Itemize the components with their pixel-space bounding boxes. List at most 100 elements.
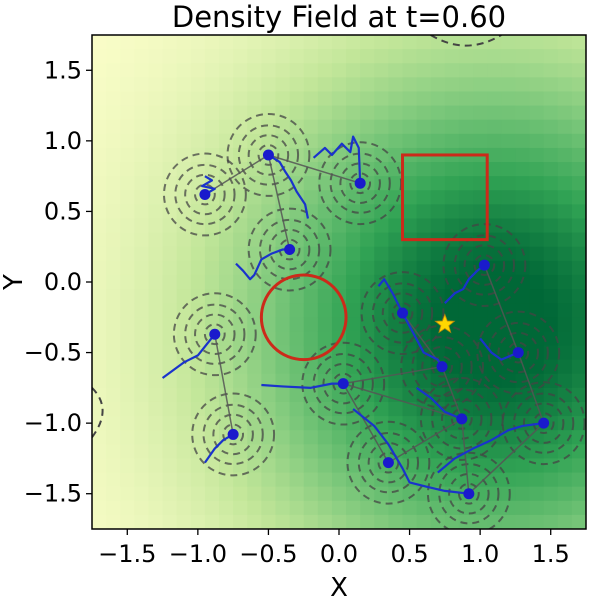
heatmap-cell [317, 260, 333, 276]
heatmap-cell [529, 472, 545, 488]
heatmap-cell [106, 416, 121, 431]
heatmap-cell [275, 373, 291, 389]
heatmap-cell [543, 105, 559, 121]
heatmap-cell [106, 486, 121, 502]
heatmap-cell [444, 105, 460, 121]
heatmap-cell [557, 133, 573, 149]
heatmap-cell [487, 162, 502, 177]
heatmap-cell [190, 49, 206, 64]
agent-link [214, 334, 234, 435]
heatmap-cell [416, 119, 432, 135]
heatmap-cell [176, 373, 192, 389]
heatmap-cell [571, 133, 586, 149]
heatmap-cell [204, 49, 220, 64]
heatmap-cell [331, 458, 347, 474]
heatmap-cell [261, 303, 277, 318]
heatmap-cell [120, 91, 135, 107]
heatmap-cell [162, 331, 178, 347]
heatmap-cell [430, 204, 446, 220]
contour-ring [441, 398, 483, 440]
heatmap-cell [233, 274, 248, 290]
heatmap-cell [543, 331, 559, 347]
heatmap-cell [289, 401, 305, 417]
heatmap-cell [557, 387, 573, 403]
heatmap-cell [275, 105, 291, 121]
heatmap-cell [430, 63, 446, 78]
heatmap-cell [176, 35, 192, 50]
heatmap-cell [134, 486, 150, 502]
agent-trail [415, 386, 463, 420]
heatmap-cell [190, 289, 206, 304]
heatmap-cell [444, 274, 460, 290]
heatmap-cell [190, 204, 206, 220]
square-obstacle [401, 153, 489, 242]
heatmap-cell [557, 147, 573, 163]
contour-ring [212, 413, 254, 456]
heatmap-cell [317, 218, 333, 234]
heatmap-cell [458, 35, 474, 50]
heatmap-cell [529, 204, 545, 220]
heatmap-cell [190, 373, 206, 389]
heatmap-cell [360, 486, 375, 502]
heatmap-cell [106, 444, 121, 460]
heatmap-cell [501, 246, 517, 262]
heatmap-cell [92, 77, 107, 93]
heatmap-cell [289, 472, 305, 488]
heatmap-cell [430, 77, 446, 93]
heatmap-cell [529, 331, 545, 347]
heatmap-cell [360, 444, 375, 460]
heatmap-cell [374, 303, 389, 318]
heatmap-cell [219, 91, 234, 107]
heatmap-cell [317, 63, 333, 78]
heatmap-cell [261, 500, 277, 516]
heatmap-cell [92, 162, 107, 177]
heatmap-cell [120, 387, 135, 403]
y-tick-label: 0.0 [44, 268, 82, 296]
heatmap-cell [331, 246, 347, 262]
heatmap-cell [247, 77, 262, 93]
heatmap-cell [247, 373, 262, 389]
heatmap-cell [162, 190, 178, 205]
heatmap-cell [331, 77, 347, 93]
heatmap-cell [374, 345, 389, 361]
agent-point [262, 149, 274, 161]
heatmap-cell [430, 49, 446, 64]
heatmap-cell [92, 119, 107, 135]
heatmap-cell [92, 49, 107, 64]
heatmap-cell [261, 430, 277, 445]
heatmap-cell [134, 514, 150, 529]
heatmap-cell [473, 49, 488, 64]
heatmap-cell [388, 472, 404, 488]
heatmap-cell [233, 416, 248, 431]
heatmap-cell [275, 35, 291, 50]
heatmap-cell [346, 303, 361, 318]
heatmap-cell [444, 303, 460, 318]
heatmap-cell [275, 401, 291, 417]
heatmap-cell [148, 49, 164, 64]
heatmap-cell [557, 77, 573, 93]
heatmap-cell [303, 91, 319, 107]
heatmap-cell [148, 190, 164, 205]
heatmap-cell [444, 500, 460, 516]
heatmap-cell [430, 500, 446, 516]
heatmap-cell [162, 458, 178, 474]
contour-ring [411, 336, 473, 398]
heatmap-cell [289, 373, 305, 389]
heatmap-cell [176, 486, 192, 502]
heatmap-cell [487, 218, 502, 234]
heatmap-cell [515, 444, 531, 460]
heatmap-cell [176, 359, 192, 375]
heatmap-cell [120, 303, 135, 318]
heatmap-cell [275, 500, 291, 516]
heatmap-cell [190, 77, 206, 93]
heatmap-cell [346, 49, 361, 64]
heatmap-cell [303, 486, 319, 502]
heatmap-cell [219, 147, 234, 163]
heatmap-cell [557, 317, 573, 332]
y-tick-label: −1.0 [24, 409, 82, 437]
agent-trail [161, 333, 216, 379]
heatmap-cell [346, 514, 361, 529]
heatmap-cell [106, 105, 121, 121]
heatmap-cell [346, 91, 361, 107]
heatmap-cell [233, 246, 248, 262]
